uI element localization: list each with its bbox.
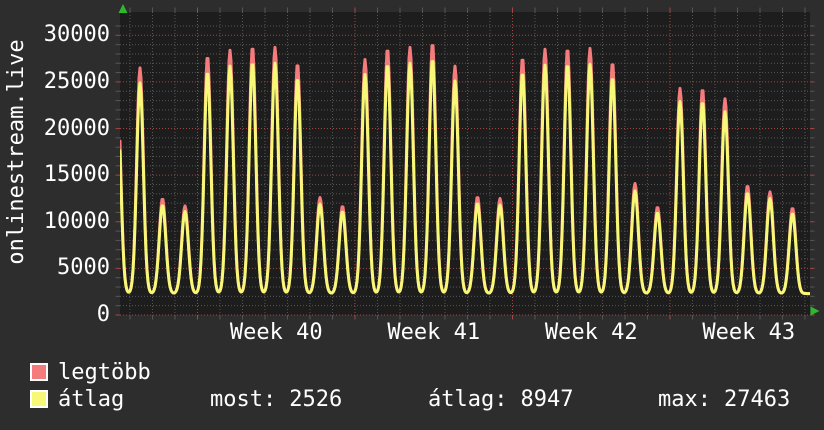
y-axis-tick-label: 20000	[43, 115, 110, 141]
stat-most-value: 2526	[289, 387, 343, 412]
legend-swatch-atlag	[30, 390, 48, 408]
x-axis-tick-label: Week 40	[229, 320, 323, 345]
legend-label-legtobb: legtöbb	[58, 360, 151, 385]
stat-most-label: most:	[210, 387, 277, 412]
y-axis-arrow	[118, 4, 128, 13]
stat-most: most: 2526	[210, 388, 342, 412]
x-axis-arrow	[810, 306, 820, 316]
x-axis-tick-label: Week 43	[702, 320, 796, 345]
y-axis-tick-label: 15000	[43, 162, 110, 188]
x-axis-tick-label: Week 42	[544, 320, 638, 345]
y-axis-tick-label: 30000	[43, 22, 110, 48]
y-axis-tick-label: 0	[96, 302, 110, 327]
vertical-axis-title: onlinestream.live	[4, 39, 29, 265]
x-axis-tick-label: Week 41	[387, 320, 481, 345]
stat-atlag-label: átlag:	[428, 387, 508, 412]
legend-label-atlag: átlag	[58, 387, 125, 412]
legend-swatch-legtobb	[30, 363, 48, 381]
y-axis-tick-label: 25000	[43, 68, 110, 94]
series-line-atlag	[120, 60, 810, 296]
y-axis-tick-label: 5000	[57, 255, 110, 281]
stat-atlag: átlag: 8947	[428, 388, 573, 412]
stat-max-label: max:	[658, 387, 711, 412]
y-axis-tick-label: 10000	[43, 208, 110, 234]
stat-max-value: 27463	[723, 387, 791, 412]
stat-max: max: 27463	[658, 388, 790, 412]
stat-atlag-value: 8947	[520, 387, 574, 412]
